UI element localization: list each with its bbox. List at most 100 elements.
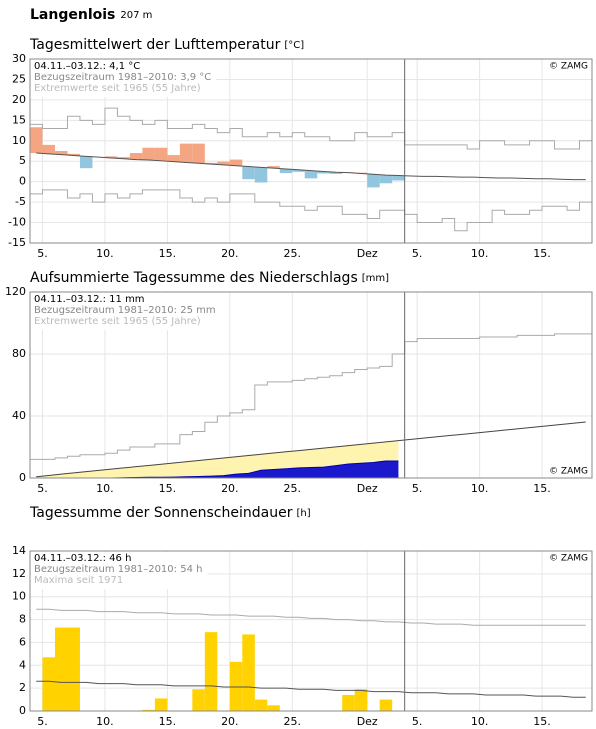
header: Langenlois 207 m: [30, 7, 152, 23]
x-tick-label: 15.: [533, 482, 551, 495]
bar: [379, 699, 393, 711]
info-text: 04.11.–03.12.: 11 mm: [34, 294, 145, 305]
bar: [30, 127, 43, 154]
x-tick-label: 10.: [471, 482, 489, 495]
bar: [192, 689, 205, 711]
x-tick-label: 5.: [37, 482, 48, 495]
y-tick-label: 5: [19, 154, 26, 167]
info-text: Maxima seit 1971: [34, 575, 123, 586]
source: © ZAMG: [549, 554, 588, 564]
bar: [354, 689, 368, 711]
bar: [204, 632, 218, 711]
bar: [267, 705, 280, 711]
x-tick-label: 15.: [159, 482, 177, 495]
x-tick-label: 10.: [471, 247, 489, 260]
info-text: Extremwerte seit 1965 (55 Jahre): [34, 316, 201, 327]
x-tick-label: 5.: [412, 247, 423, 260]
title-text: Aufsummierte Tagessumme des Niederschlag…: [30, 270, 358, 286]
x-tick-label: 15.: [533, 247, 551, 260]
line: [36, 421, 586, 478]
bar: [392, 175, 405, 181]
bar: [154, 698, 168, 711]
bar: [54, 627, 68, 711]
step-line: [30, 189, 592, 232]
bar: [304, 170, 318, 179]
unit: [mm]: [362, 273, 389, 284]
info-text: 04.11.–03.12.: 4,1 °C: [34, 61, 140, 72]
x-tick-label: 15.: [159, 715, 177, 728]
plot-border: [29, 291, 593, 479]
station-name: Langenlois: [30, 7, 115, 23]
y-tick-label: -10: [8, 216, 26, 229]
y-tick-label: -15: [8, 236, 26, 249]
source: © ZAMG: [549, 62, 588, 72]
y-tick-label: 10: [12, 134, 26, 147]
chart-title: Aufsummierte Tagessumme des Niederschlag…: [30, 270, 389, 286]
bar: [42, 657, 55, 711]
bar: [129, 153, 143, 160]
y-tick-label: 4: [19, 658, 26, 671]
step-line: [30, 107, 592, 150]
bar: [142, 709, 155, 711]
y-tick-label: 25: [12, 72, 26, 85]
source-background: [547, 61, 591, 72]
x-tick-label: 15.: [159, 247, 177, 260]
x-tick-label: 10.: [471, 715, 489, 728]
title-text: Tagessumme der Sonnenscheindauer: [29, 505, 293, 521]
x-tick-label: 15.: [533, 715, 551, 728]
bar: [179, 143, 193, 163]
x-tick-label: 5.: [37, 715, 48, 728]
x-tick-label: 10.: [96, 482, 114, 495]
bar: [292, 169, 305, 172]
y-tick-label: 8: [19, 613, 26, 626]
plot-border: [29, 550, 593, 712]
y-tick-label: 10: [12, 590, 26, 603]
unit: [°C]: [284, 40, 304, 51]
step-line: [30, 333, 592, 460]
chart-title: Tagessumme der Sonnenscheindauer [h]: [29, 505, 311, 521]
bar: [192, 143, 205, 164]
bar: [367, 174, 380, 188]
y-tick-label: 30: [12, 52, 26, 65]
x-tick-label: 25.: [284, 482, 302, 495]
line: [36, 608, 586, 626]
source-background: [547, 553, 591, 564]
y-tick-label: 14: [12, 544, 26, 557]
source-background: [547, 466, 591, 477]
y-tick-label: 12: [12, 567, 26, 580]
y-tick-label: 0: [19, 175, 26, 188]
y-tick-label: 15: [12, 113, 26, 126]
info-text: Bezugszeitraum 1981–2010: 3,9 °C: [34, 72, 211, 83]
plot-border: [29, 58, 593, 244]
bar: [279, 168, 293, 174]
y-tick-label: 120: [5, 285, 26, 298]
x-tick-label: 5.: [412, 482, 423, 495]
bar: [267, 166, 280, 169]
bar: [317, 171, 330, 174]
x-tick-label: Dez: [357, 247, 378, 260]
y-tick-label: 2: [19, 681, 26, 694]
bar: [67, 153, 80, 156]
bar: [154, 147, 168, 161]
y-tick-label: 40: [12, 409, 26, 422]
bar: [104, 156, 118, 158]
title-text: Tagesmittelwert der Lufttemperatur: [29, 37, 281, 53]
bar: [204, 162, 218, 165]
source: © ZAMG: [549, 467, 588, 477]
info-background: [31, 293, 221, 330]
y-tick-label: 0: [19, 471, 26, 484]
chart-title: Tagesmittelwert der Lufttemperatur [°C]: [29, 37, 304, 53]
x-tick-label: 25.: [284, 715, 302, 728]
area: [36, 460, 399, 478]
x-tick-label: 10.: [96, 715, 114, 728]
info-text: Extremwerte seit 1965 (55 Jahre): [34, 83, 201, 94]
y-tick-label: 20: [12, 93, 26, 106]
bar: [142, 147, 155, 160]
bar: [242, 634, 255, 711]
x-tick-label: Dez: [357, 715, 378, 728]
bar: [229, 661, 243, 711]
bar: [254, 699, 268, 711]
bar: [167, 155, 180, 162]
